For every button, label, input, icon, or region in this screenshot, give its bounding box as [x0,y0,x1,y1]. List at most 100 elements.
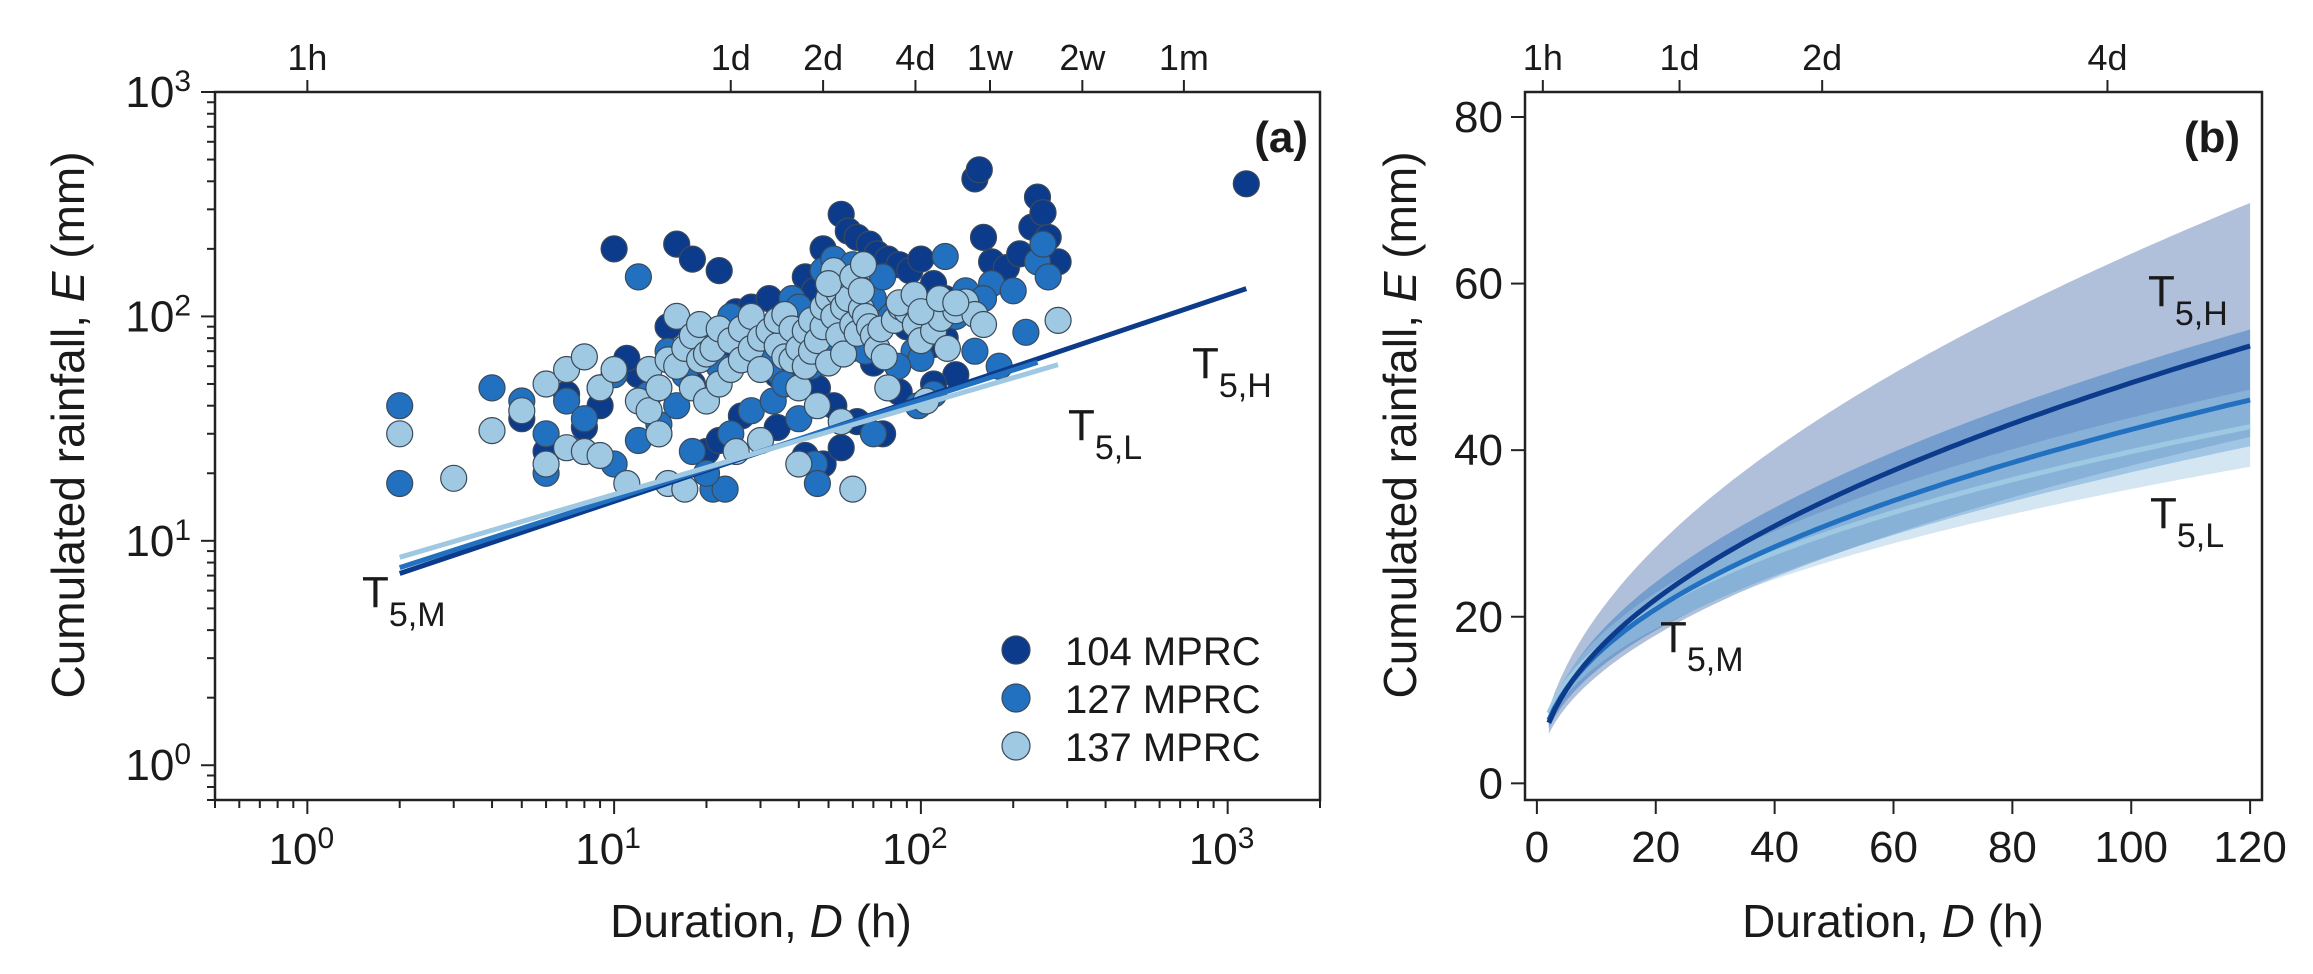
scatter-point-137-mprc [1044,306,1072,334]
scatter-point-137-mprc [570,343,599,371]
scatter-point-127-mprc [868,263,897,291]
top-tick-label: 2w [1059,37,1106,78]
scatter-point-137-mprc [586,374,614,402]
scatter-point-137-mprc [874,374,902,402]
scatter-point-127-mprc [803,469,832,498]
confidence-band-t5-l [1548,389,2251,722]
panel-b-label: (b) [2184,113,2240,162]
panel-b-ylabel: Cumulated rainfall, E (mm) [1374,151,1426,698]
y-tick-label: 101 [125,513,191,566]
legend-label-104: 104 MPRC [1065,630,1261,674]
curve-label-t5h: T5,H [2148,267,2228,333]
top-tick-label: 1w [967,37,1014,78]
scatter-point-127-mprc [552,387,581,415]
y-tick-label: 60 [1454,260,1503,309]
legend-marker-127 [1001,683,1031,713]
scatter-point-127-mprc [570,405,599,433]
x-tick-label: 100 [269,822,335,875]
legend-label-137: 137 MPRC [1065,726,1261,770]
x-tick-label: 80 [1988,823,2037,872]
scatter-point-127-mprc [785,405,813,433]
legend-label-127: 127 MPRC [1065,678,1261,722]
scatter-point-104-mprc [969,223,998,251]
threshold-label-t5l: T5,L [1068,401,1142,467]
scatter-point-137-mprc [532,450,560,478]
scatter-point-137-mprc [645,374,673,402]
scatter-point-127-mprc [386,469,414,498]
x-tick-label: 100 [2095,823,2168,872]
y-tick-label: 103 [125,65,191,118]
panel-b-xlabel: Duration, D (h) [1742,895,2044,947]
scatter-point-137-mprc [839,475,867,503]
x-tick-label: 120 [2213,823,2286,872]
scatter-point-127-mprc [999,277,1027,305]
legend-marker-137 [1001,731,1031,761]
x-tick-label: 101 [575,822,641,875]
scatter-point-104-mprc [827,434,855,462]
scatter-point-137-mprc [847,277,876,305]
scatter-point-127-mprc [386,392,414,420]
scatter-point-127-mprc [1034,263,1062,291]
threshold-curve-t5-m [1546,397,2251,722]
top-tick-label: 1d [1660,37,1700,78]
top-tick-label: 1h [287,37,327,78]
x-tick-label: 40 [1750,823,1799,872]
scatter-point-137-mprc [814,270,843,298]
x-tick-label: 0 [1525,823,1549,872]
top-tick-label: 2d [803,37,843,78]
scatter-point-104-mprc [1029,199,1057,227]
x-tick-label: 20 [1631,823,1680,872]
y-tick-label: 0 [1479,759,1503,808]
panel-a-label: (a) [1254,113,1308,162]
threshold-curve-t5-h [1546,343,2251,724]
curve-label-t5m: T5,M [1660,613,1744,679]
top-tick-label: 4d [2087,37,2127,78]
x-tick-label: 102 [882,822,948,875]
legend-marker-104 [1001,635,1031,665]
scatter-point-127-mprc [1012,318,1040,346]
scatter-point-127-mprc [1029,230,1057,258]
scatter-point-137-mprc [532,370,560,398]
scatter-point-137-mprc [969,310,998,339]
scatter-point-137-mprc [849,251,878,279]
x-tick-label: 103 [1189,822,1255,875]
scatter-point-137-mprc [933,334,962,362]
scatter-point-127-mprc [478,374,506,402]
scatter-point-137-mprc [635,397,663,425]
top-tick-label: 1m [1159,37,1209,78]
scatter-point-104-mprc [965,156,993,184]
scatter-point-137-mprc [942,289,970,317]
panel-b: (b) Duration, D (h) Cumulated rainfall, … [1374,113,2240,947]
scatter-point-127-mprc [859,420,888,448]
scatter-point-127-mprc [663,392,691,420]
panel-a-legend: 104 MPRC 127 MPRC 137 MPRC [1001,630,1261,770]
confidence-band-t5-m [1548,329,2251,728]
scatter-point-104-mprc [907,245,935,273]
scatter-point-127-mprc [961,337,989,365]
scatter-point-137-mprc [645,420,673,448]
panel-a-xlabel: Duration, D (h) [610,895,912,947]
y-tick-label: 100 [125,738,191,791]
scatter-point-127-mprc [711,475,739,503]
top-tick-label: 2d [1802,37,1842,78]
scatter-point-137-mprc [440,464,468,492]
panel-a-points [386,156,1260,503]
scatter-point-137-mprc [508,397,536,425]
y-tick-label: 102 [125,289,191,342]
scatter-point-137-mprc [785,450,813,478]
y-tick-label: 20 [1454,593,1503,642]
panel-a-frame [213,90,1322,802]
top-tick-label: 1h [1523,37,1563,78]
threshold-label-t5h: T5,H [1192,339,1272,405]
scatter-point-127-mprc [624,263,653,291]
scatter-point-127-mprc [532,420,560,448]
scatter-point-104-mprc [1232,170,1260,198]
threshold-line-t5-l [398,362,1059,560]
scatter-point-137-mprc [907,298,935,326]
threshold-label-t5m: T5,M [362,568,446,634]
panel-a: (a) Duration, D (h) Cumulated rainfall, … [42,113,1308,947]
y-tick-label: 40 [1454,426,1503,475]
top-tick-label: 4d [895,37,935,78]
curve-label-t5l: T5,L [2150,489,2224,555]
